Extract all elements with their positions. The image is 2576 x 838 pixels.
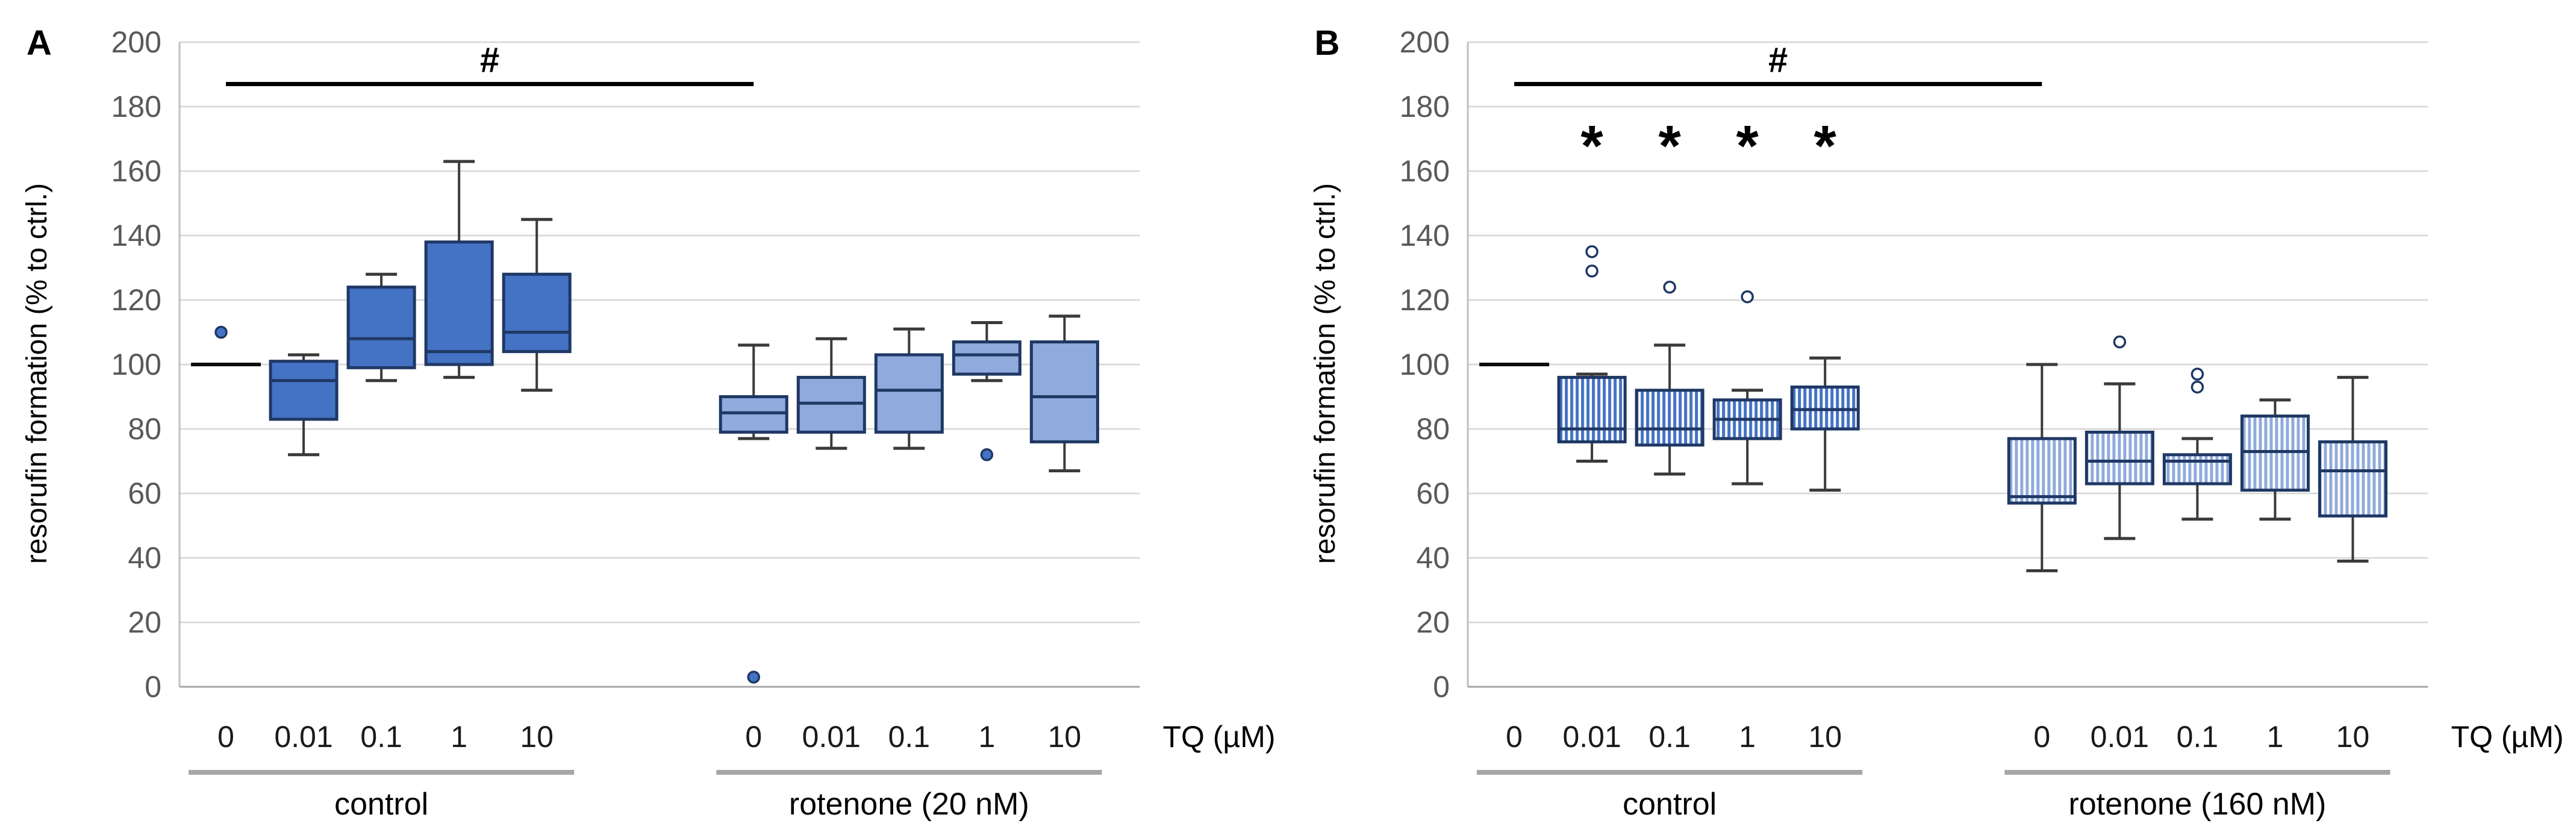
y-tick-label: 20: [1416, 605, 1450, 639]
box-control-10: [1790, 385, 1860, 431]
group-label: control: [334, 787, 428, 822]
box-rotenone (20 nM)-10: [1029, 340, 1099, 443]
x-tick-label: 0: [217, 720, 234, 754]
box-control-0.01: [1557, 375, 1627, 443]
y-tick-label: 80: [128, 412, 161, 446]
outlier-point: [2113, 335, 2126, 349]
significance-asterisk: *: [1580, 114, 1603, 178]
y-tick-label: 100: [1399, 348, 1449, 381]
box-control-0.1: [1635, 389, 1704, 447]
y-tick-label: 200: [111, 25, 161, 59]
box-control-1: [424, 240, 494, 366]
x-tick-label: 10: [520, 720, 554, 754]
box-rotenone (20 nM)-1: [952, 340, 1021, 376]
x-tick-label: 0: [1506, 720, 1523, 754]
box-rotenone (160 nM)-10: [2318, 440, 2387, 517]
box-control-10: [502, 272, 572, 354]
y-axis-title-b: resorufin formation (% to ctrl.): [1309, 183, 1341, 564]
x-tick-label: 0.01: [274, 720, 332, 754]
outlier-point: [1585, 264, 1598, 278]
outlier-point: [2191, 367, 2204, 381]
significance-asterisk: *: [1736, 114, 1759, 178]
y-tick-label: 60: [1416, 477, 1450, 510]
x-tick-label: 1: [2266, 720, 2283, 754]
panel-b: B resorufin formation (% to ctrl.) 0 20 40…: [1288, 0, 2576, 838]
x-tick-label: 0.1: [1648, 720, 1691, 754]
y-tick-label: 0: [145, 670, 161, 704]
x-tick-label: 0.1: [888, 720, 931, 754]
y-axis-title-a: resorufin formation (% to ctrl.): [21, 183, 53, 564]
significance-asterisk: *: [1658, 114, 1681, 178]
y-tick-label: 0: [1433, 670, 1450, 704]
y-tick-label: 80: [1416, 412, 1450, 446]
group-label: control: [1623, 787, 1717, 822]
y-tick-label: 40: [1416, 541, 1450, 575]
x-tick-label: 1: [451, 720, 467, 754]
y-tick-label: 160: [1399, 154, 1449, 188]
x-tick-label: 0: [745, 720, 762, 754]
panel-a: A resorufin formation (% to ctrl.) 0 20 40…: [21, 23, 1276, 822]
y-tick-label: 60: [128, 477, 161, 510]
y-tick-label: 120: [1399, 283, 1449, 317]
box-rotenone (160 nM)-0.1: [2162, 453, 2232, 486]
y-tick-label: 100: [111, 348, 161, 381]
x-tick-label: 0.01: [802, 720, 861, 754]
y-tick-label: 180: [1399, 90, 1449, 124]
box-rotenone (20 nM)-0: [719, 395, 788, 434]
group-label: rotenone (20 nM): [789, 787, 1029, 822]
outlier-point: [747, 671, 761, 684]
y-tick-label: 40: [128, 541, 161, 575]
y-tick-label: 200: [1399, 25, 1449, 59]
x-tick-label: 0.01: [1562, 720, 1621, 754]
y-tick-label: 180: [111, 90, 161, 124]
x-tick-label: 0: [2033, 720, 2050, 754]
outlier-point: [1585, 245, 1598, 258]
outlier-point: [1662, 280, 1676, 294]
x-tick-label: 0.1: [2176, 720, 2218, 754]
panel-letter-a: A: [27, 23, 52, 63]
x-tick-label: 0.1: [360, 720, 402, 754]
outlier-point: [1740, 290, 1754, 304]
y-tick-label: 120: [111, 283, 161, 317]
outlier-point: [980, 448, 994, 461]
panel-letter-b: B: [1314, 23, 1340, 63]
box-rotenone (20 nM)-0.1: [874, 353, 944, 434]
box-rotenone (20 nM)-0.01: [796, 375, 866, 434]
box-control-0.01: [269, 360, 338, 421]
box-rotenone (160 nM)-0.01: [2085, 430, 2154, 486]
x-tick-label: 1: [978, 720, 995, 754]
y-tick-label: 160: [111, 154, 161, 188]
x-tick-label: 10: [2336, 720, 2369, 754]
x-tick-label: 0.01: [2090, 720, 2148, 754]
box-rotenone (160 nM)-1: [2240, 414, 2310, 492]
y-tick-label: 20: [128, 605, 161, 639]
y-tick-label: 140: [111, 219, 161, 252]
x-tick-label: 1: [1739, 720, 1756, 754]
significance-hash-label: #: [1768, 41, 1788, 80]
x-axis-title: TQ (µM): [2451, 720, 2563, 754]
outlier-point: [214, 325, 228, 339]
outlier-point: [2191, 380, 2204, 394]
y-tick-label: 140: [1399, 219, 1449, 252]
x-tick-label: 10: [1048, 720, 1082, 754]
significance-asterisk: *: [1813, 114, 1836, 178]
x-axis-title: TQ (µM): [1162, 720, 1275, 754]
box-rotenone (160 nM)-0: [2007, 437, 2077, 505]
group-label: rotenone (160 nM): [2068, 787, 2326, 822]
x-tick-label: 10: [1808, 720, 1842, 754]
box-control-0.1: [346, 286, 416, 369]
significance-hash-label: #: [480, 41, 499, 80]
